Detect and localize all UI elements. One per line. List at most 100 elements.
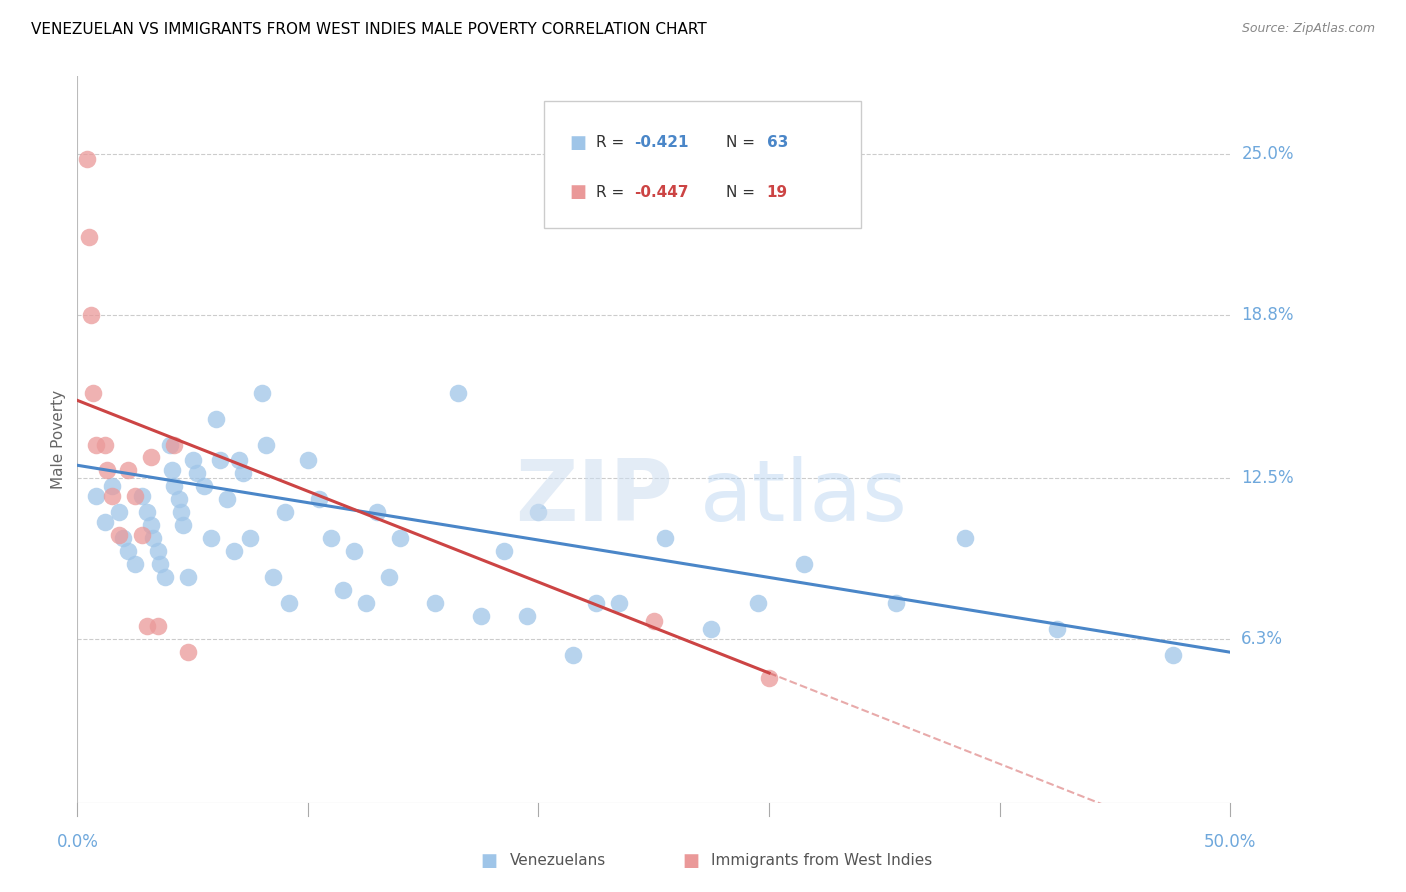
Point xyxy=(94,437,117,451)
Point xyxy=(1046,622,1069,636)
Point xyxy=(470,608,492,623)
Point xyxy=(562,648,585,662)
Point xyxy=(77,229,100,244)
Text: Venezuelans: Venezuelans xyxy=(510,854,606,869)
Point xyxy=(700,622,723,636)
Text: 63: 63 xyxy=(766,136,789,150)
Point xyxy=(160,463,183,477)
Text: 6.3%: 6.3% xyxy=(1241,631,1284,648)
Point xyxy=(172,518,194,533)
Point xyxy=(209,453,232,467)
Point xyxy=(135,505,157,519)
Text: -0.447: -0.447 xyxy=(634,185,689,200)
Point xyxy=(131,490,153,504)
Text: 25.0%: 25.0% xyxy=(1241,145,1294,162)
Text: VENEZUELAN VS IMMIGRANTS FROM WEST INDIES MALE POVERTY CORRELATION CHART: VENEZUELAN VS IMMIGRANTS FROM WEST INDIE… xyxy=(31,22,707,37)
Point xyxy=(124,557,146,571)
Point xyxy=(186,466,208,480)
Point xyxy=(643,614,665,628)
Text: 12.5%: 12.5% xyxy=(1241,469,1294,487)
Point xyxy=(654,531,676,545)
Text: N =: N = xyxy=(727,136,761,150)
Point xyxy=(149,557,172,571)
Point xyxy=(84,490,107,504)
Point xyxy=(101,479,124,493)
Point xyxy=(366,505,388,519)
Point xyxy=(181,453,204,467)
Text: R =: R = xyxy=(596,185,630,200)
Point xyxy=(377,570,399,584)
Point xyxy=(389,531,412,545)
Point xyxy=(193,479,215,493)
Point xyxy=(254,437,277,451)
Text: ■: ■ xyxy=(683,852,700,870)
Text: atlas: atlas xyxy=(700,456,908,539)
Point xyxy=(232,466,254,480)
Point xyxy=(204,411,226,425)
Point xyxy=(516,608,538,623)
Text: 0.0%: 0.0% xyxy=(56,833,98,851)
Point xyxy=(170,505,193,519)
Point xyxy=(177,645,200,659)
Point xyxy=(108,528,131,542)
Point xyxy=(76,152,98,166)
Text: ■: ■ xyxy=(569,134,586,152)
Point xyxy=(747,596,769,610)
Point xyxy=(250,385,273,400)
Point xyxy=(308,491,330,506)
Point xyxy=(585,596,607,610)
FancyBboxPatch shape xyxy=(544,102,862,228)
Point xyxy=(112,531,135,545)
Point xyxy=(146,619,169,633)
Point xyxy=(163,479,186,493)
Point xyxy=(793,557,815,571)
Point xyxy=(758,671,780,685)
Point xyxy=(131,528,153,542)
Point xyxy=(953,531,976,545)
Point xyxy=(117,544,139,558)
Point xyxy=(423,596,446,610)
Point xyxy=(884,596,907,610)
Point xyxy=(274,505,297,519)
Text: 19: 19 xyxy=(766,185,787,200)
Point xyxy=(527,505,550,519)
Text: 50.0%: 50.0% xyxy=(1204,833,1257,851)
Y-axis label: Male Poverty: Male Poverty xyxy=(51,390,66,489)
Point xyxy=(354,596,377,610)
Point xyxy=(1161,648,1184,662)
Text: ■: ■ xyxy=(481,852,498,870)
Point xyxy=(159,437,181,451)
Point xyxy=(139,450,162,465)
Point xyxy=(319,531,342,545)
Point xyxy=(153,570,176,584)
Point xyxy=(447,385,470,400)
Text: ZIP: ZIP xyxy=(516,456,673,539)
Point xyxy=(262,570,284,584)
Point xyxy=(167,491,190,506)
Text: -0.421: -0.421 xyxy=(634,136,689,150)
Point xyxy=(177,570,200,584)
Point xyxy=(278,596,301,610)
Point xyxy=(117,463,139,477)
Text: Immigrants from West Indies: Immigrants from West Indies xyxy=(711,854,932,869)
Text: Source: ZipAtlas.com: Source: ZipAtlas.com xyxy=(1241,22,1375,36)
Point xyxy=(80,308,103,322)
Point xyxy=(224,544,246,558)
Point xyxy=(163,437,186,451)
Text: ■: ■ xyxy=(569,183,586,201)
Point xyxy=(82,385,104,400)
Point xyxy=(146,544,169,558)
Point xyxy=(239,531,262,545)
Point xyxy=(101,490,124,504)
Point xyxy=(142,531,165,545)
Point xyxy=(94,516,117,530)
Point xyxy=(343,544,366,558)
Point xyxy=(84,437,107,451)
Point xyxy=(217,491,239,506)
Point xyxy=(492,544,515,558)
Text: 18.8%: 18.8% xyxy=(1241,306,1294,324)
Point xyxy=(297,453,319,467)
Point xyxy=(135,619,157,633)
Text: R =: R = xyxy=(596,136,630,150)
Point xyxy=(200,531,222,545)
